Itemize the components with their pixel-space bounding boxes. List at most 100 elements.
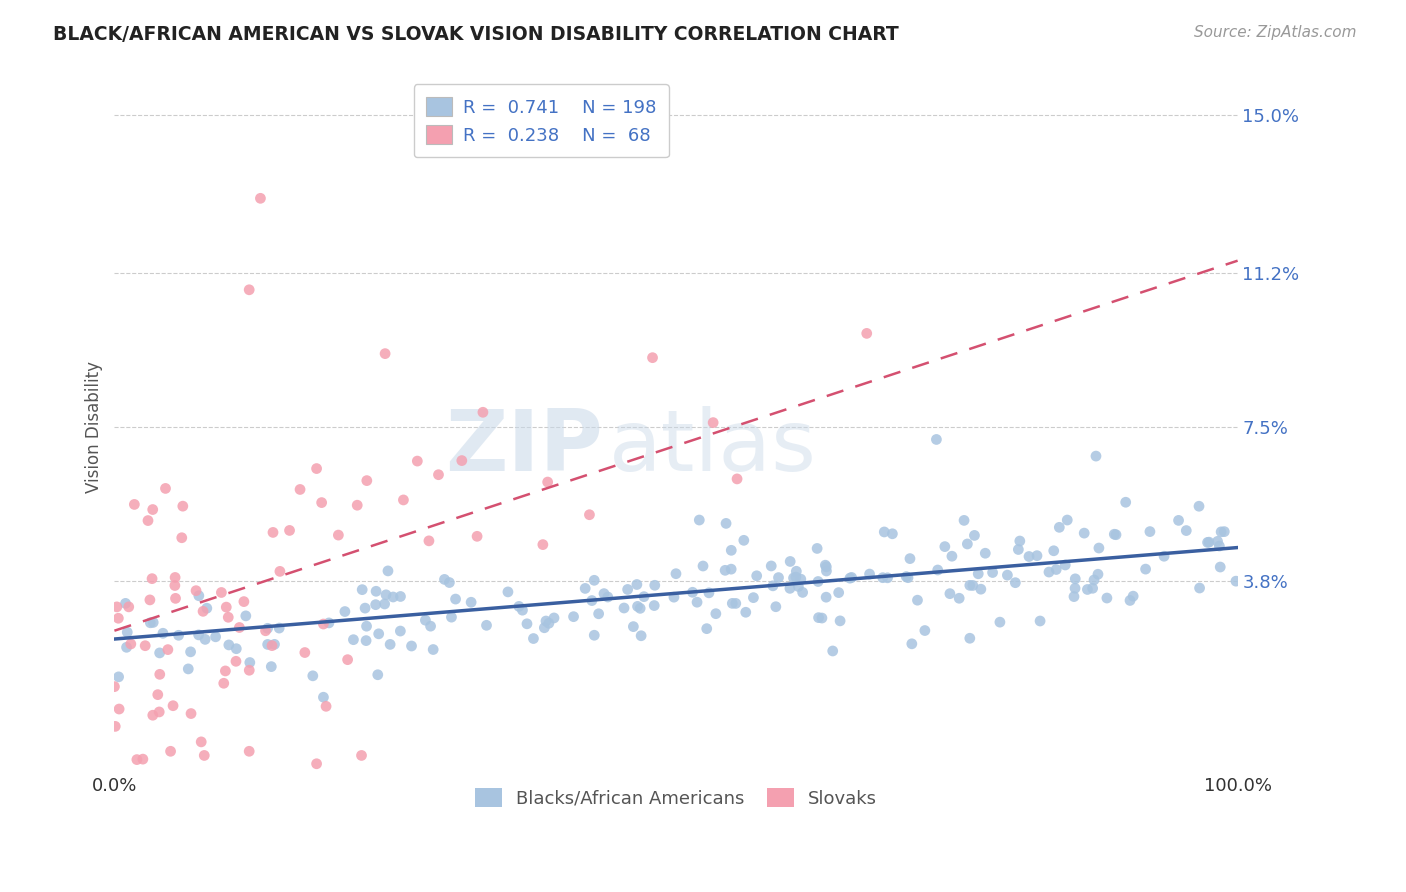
Point [377,564,399,578]
Point [827,585,849,599]
Point [1105,527,1128,541]
Point [807,610,830,624]
Point [156,642,179,657]
Point [1008,534,1031,549]
Point [1135,562,1157,576]
Point [120,637,142,651]
Point [815,564,838,578]
Point [641,351,664,365]
Point [104,719,127,733]
Point [662,590,685,604]
Point [475,618,498,632]
Point [734,605,756,619]
Point [1063,590,1085,604]
Legend: Blacks/African Americans, Slovaks: Blacks/African Americans, Slovaks [468,781,884,814]
Point [725,472,748,486]
Point [953,513,976,527]
Point [1167,513,1189,527]
Point [643,599,665,613]
Point [134,639,156,653]
Point [418,533,440,548]
Point [184,583,207,598]
Point [907,593,929,607]
Point [959,632,981,646]
Point [471,405,494,419]
Point [336,653,359,667]
Point [209,585,232,599]
Point [644,578,666,592]
Point [821,644,844,658]
Point [191,604,214,618]
Point [1198,535,1220,549]
Point [578,508,600,522]
Point [988,615,1011,629]
Point [1119,593,1142,607]
Point [1083,573,1105,587]
Point [346,498,368,512]
Point [626,599,648,614]
Point [1175,524,1198,538]
Point [278,524,301,538]
Point [415,613,437,627]
Point [364,598,387,612]
Point [792,585,814,599]
Point [367,667,389,681]
Point [970,582,993,597]
Point [301,669,323,683]
Point [702,416,724,430]
Point [981,566,1004,580]
Point [262,525,284,540]
Point [194,632,217,647]
Point [232,594,254,608]
Point [761,558,783,573]
Point [180,706,202,721]
Point [962,578,984,592]
Point [1188,581,1211,595]
Point [439,575,461,590]
Point [260,659,283,673]
Point [142,708,165,723]
Point [785,570,807,584]
Point [1076,582,1098,597]
Point [1104,527,1126,541]
Point [914,624,936,638]
Point [779,554,801,568]
Point [117,625,139,640]
Point [1209,560,1232,574]
Point [745,569,768,583]
Point [1026,549,1049,563]
Point [596,590,619,604]
Point [1042,543,1064,558]
Point [389,590,412,604]
Point [512,603,534,617]
Point [496,585,519,599]
Point [342,632,364,647]
Point [136,514,159,528]
Point [195,601,218,615]
Point [374,346,396,360]
Point [898,551,921,566]
Point [217,610,239,624]
Point [963,528,986,542]
Point [785,564,807,578]
Point [149,667,172,681]
Point [858,567,880,582]
Point [374,597,396,611]
Point [1007,542,1029,557]
Point [367,627,389,641]
Point [959,578,981,592]
Point [187,589,209,603]
Point [1139,524,1161,539]
Point [1064,572,1087,586]
Point [155,482,177,496]
Point [811,611,834,625]
Point [1018,549,1040,564]
Point [967,566,990,581]
Point [939,587,962,601]
Point [779,582,801,596]
Point [762,579,785,593]
Point [382,590,405,604]
Point [132,752,155,766]
Point [212,676,235,690]
Text: ZIP: ZIP [446,406,603,489]
